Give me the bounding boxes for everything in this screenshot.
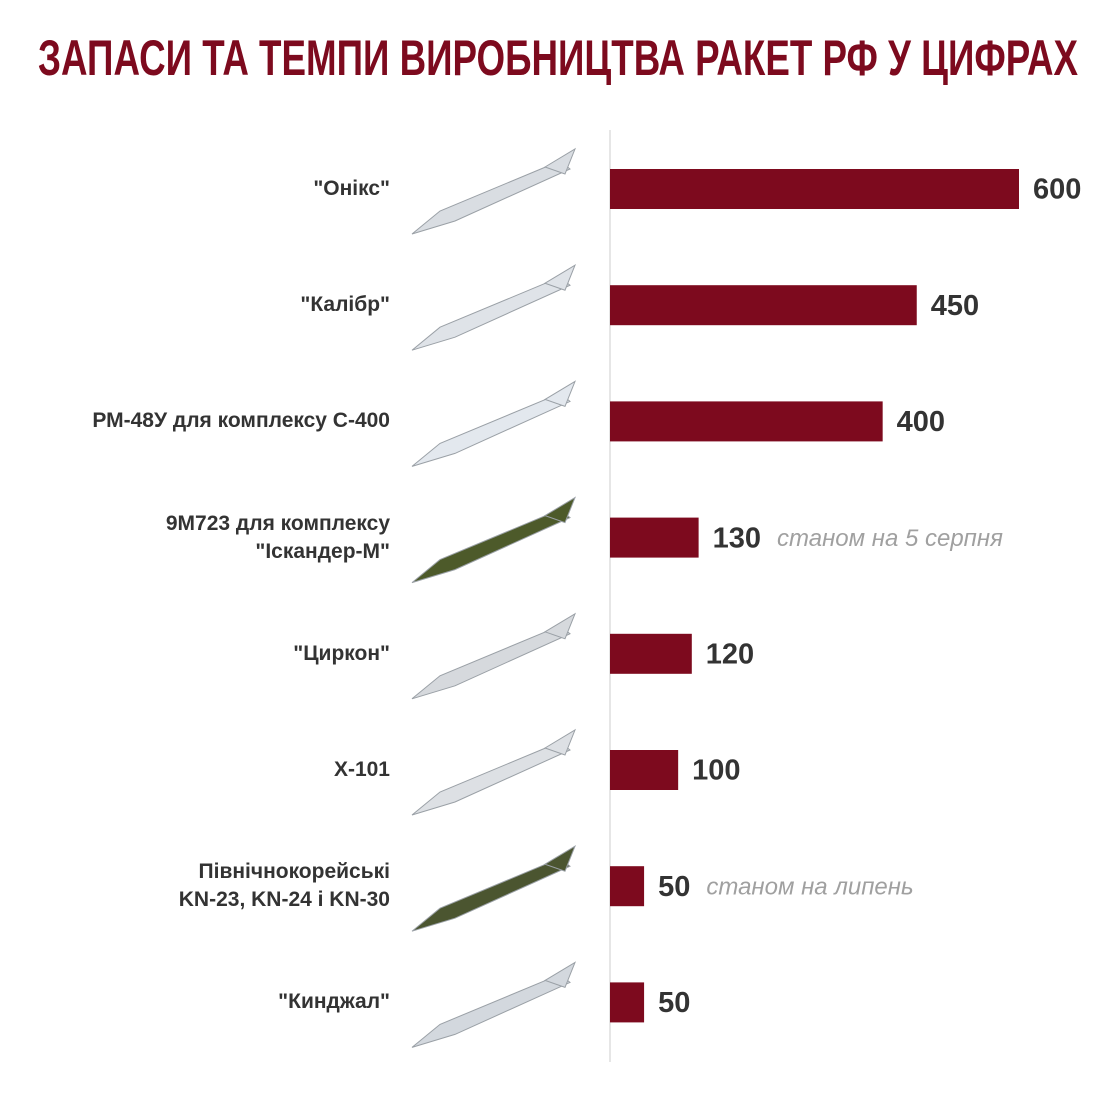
value-label: 600 [1033,174,1081,206]
missile-fin [543,380,577,408]
bar [610,169,1019,209]
note: станом на 5 серпня [777,525,1003,552]
missile-body [411,741,571,816]
category-label: Х-101 [333,758,390,781]
bar [610,866,645,907]
category-label: "Калібр" [300,293,390,317]
category-label: "Кинджал" [278,990,390,1014]
category-label: РМ-48У для комплексу С-400 [92,409,390,433]
category-label: 9М723 для комплексу "Іскандер-М" [165,511,390,563]
missile-body [411,857,571,932]
missile-body [411,276,571,351]
value-label: 50 [658,987,690,1019]
missile-body [411,160,571,235]
missile-body [411,625,571,700]
value-label: 50 [658,871,690,903]
missile-fin [543,728,577,756]
bar [610,517,699,558]
bar [610,285,917,326]
value-label: 400 [897,406,945,438]
category-label: "Циркон" [293,641,390,665]
missile-body [411,973,571,1048]
value-label: 100 [692,755,740,787]
value-label: 130 [713,522,761,554]
missile-fin [543,264,577,291]
bar [610,982,645,1023]
missile-fin [543,612,577,640]
bar [610,633,692,674]
note: станом на липень [706,874,913,901]
category-label: Північнокорейські KN-23, KN-24 і KN-30 [178,860,390,912]
bar [610,750,679,790]
missile-fin [543,147,577,175]
missile-body [411,392,571,467]
value-label: 120 [706,638,754,670]
chart-title: ЗАПАСИ ТА ТЕМПИ ВИРОБНИЦТВА РАКЕТ РФ У Ц… [38,30,1078,86]
value-label: 450 [931,290,979,322]
category-label: "Онікс" [313,177,390,200]
missile-fin [543,961,577,989]
missile-fin [543,845,577,872]
bar [610,401,883,442]
missile-body [411,509,571,584]
missile-fin [543,496,577,524]
